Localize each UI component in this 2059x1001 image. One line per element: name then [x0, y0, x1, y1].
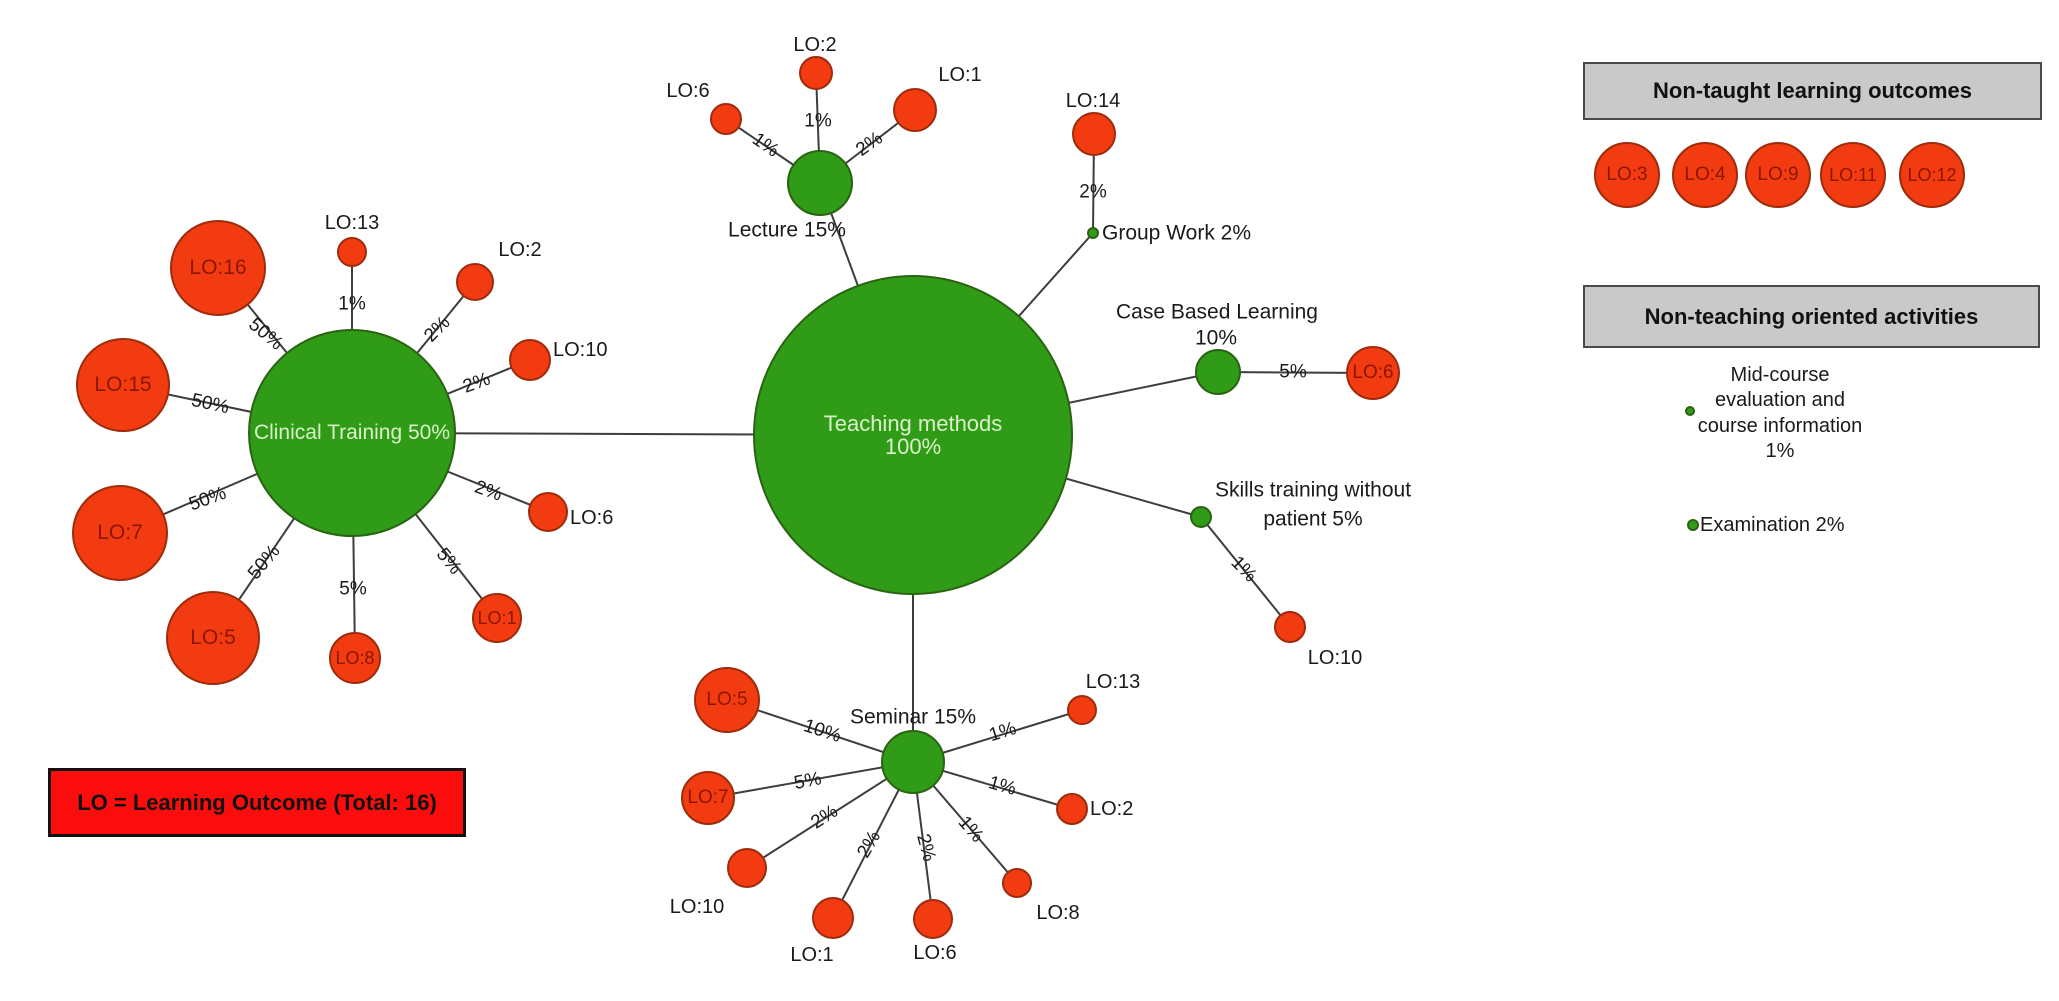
label-midcourse-4: 1%	[1765, 440, 1795, 462]
clinical-lo2-node	[456, 263, 494, 301]
skills-training-node	[1190, 506, 1212, 528]
label-seminar-lo6: LO:6	[913, 942, 957, 964]
label-midcourse-1: Mid-course	[1730, 364, 1830, 386]
percent-clinical-lo13: 1%	[338, 293, 366, 315]
panel-lo11-node: LO:11	[1820, 142, 1886, 208]
clinical-lo13-node	[337, 237, 367, 267]
percent-groupwork-lo14: 2%	[1079, 181, 1107, 203]
skills-lo10-node	[1274, 611, 1306, 643]
seminar-lo1-node	[812, 897, 854, 939]
label-group-work: Group Work 2%	[1102, 221, 1251, 245]
seminar-lo8-node	[1002, 868, 1032, 898]
label-midcourse-2: evaluation and	[1714, 389, 1846, 411]
clinical-lo1-label: LO:1	[477, 607, 517, 628]
label-skills-training-1: Skills training without	[1214, 478, 1412, 502]
label-clinical-lo10: LO:10	[553, 339, 608, 361]
label-lecture-lo1: LO:1	[938, 64, 982, 86]
label-seminar-lo2: LO:2	[1090, 798, 1134, 820]
cbl-lo6-node: LO:6	[1346, 346, 1400, 400]
clinical-lo8-label: LO:8	[335, 647, 375, 668]
label-midcourse-3: course information	[1697, 415, 1863, 437]
label-seminar: Seminar 15%	[849, 705, 977, 729]
panel-lo9-node: LO:9	[1745, 142, 1811, 208]
cbl-lo6-label: LO:6	[1352, 362, 1394, 384]
mid-course-dot-node	[1685, 406, 1695, 416]
panel-lo3-node: LO:3	[1594, 142, 1660, 208]
percent-lecture-lo2: 1%	[804, 110, 832, 132]
seminar-lo2-node	[1056, 793, 1088, 825]
clinical-lo7-label: LO:7	[97, 520, 143, 544]
label-skills-lo10: LO:10	[1307, 647, 1363, 669]
non-taught-outcomes-header: Non-taught learning outcomes	[1583, 62, 2042, 120]
lo-legend-box: LO = Learning Outcome (Total: 16)	[48, 768, 466, 837]
clinical-lo10-node	[509, 339, 551, 381]
label-seminar-lo10: LO:10	[669, 896, 725, 918]
seminar-lo13-node	[1067, 695, 1097, 725]
examination-dot-node	[1687, 519, 1699, 531]
clinical-lo16-node: LO:16	[170, 220, 266, 316]
clinical-lo7-node: LO:7	[72, 485, 168, 581]
percent-cbl-lo6: 5%	[1279, 361, 1307, 383]
panel-lo4-node: LO:4	[1672, 142, 1738, 208]
panel-lo3-label: LO:3	[1606, 164, 1648, 186]
edge-skills-training--skills-lo10	[1200, 516, 1291, 628]
label-examination: Examination 2%	[1700, 514, 1845, 536]
teaching-methods-label: Teaching methods 100%	[823, 410, 1003, 459]
clinical-lo5-node: LO:5	[166, 591, 260, 685]
seminar-lo5-label: LO:5	[706, 689, 748, 711]
groupwork-lo14-node	[1072, 112, 1116, 156]
lecture-lo1-node	[893, 88, 937, 132]
group-work-node	[1087, 227, 1099, 239]
panel-lo4-label: LO:4	[1684, 164, 1726, 186]
label-case-based-learning-2: 10%	[1194, 326, 1238, 350]
case-based-learning-node	[1195, 349, 1241, 395]
edge-seminar--seminar-lo7	[707, 761, 914, 799]
label-clinical-lo6: LO:6	[570, 507, 614, 529]
panel-lo11-label: LO:11	[1829, 164, 1877, 185]
clinical-lo5-label: LO:5	[190, 625, 236, 649]
label-lecture-lo6: LO:6	[666, 80, 710, 102]
seminar-lo5-node: LO:5	[694, 667, 760, 733]
clinical-training-node: Clinical Training 50%	[248, 329, 456, 537]
label-skills-training-2: patient 5%	[1263, 507, 1363, 531]
lecture-lo6-node	[710, 103, 742, 135]
label-seminar-lo8: LO:8	[1036, 902, 1080, 924]
seminar-node	[881, 730, 945, 794]
seminar-lo6-node	[913, 899, 953, 939]
seminar-lo10-node	[727, 848, 767, 888]
label-lecture: Lecture 15%	[728, 218, 846, 242]
clinical-lo8-node: LO:8	[329, 632, 381, 684]
panel-lo9-label: LO:9	[1757, 164, 1799, 186]
label-case-based-learning-1: Case Based Learning	[1116, 300, 1318, 324]
label-groupwork-lo14: LO:14	[1065, 90, 1121, 112]
lecture-node	[787, 150, 853, 216]
label-seminar-lo1: LO:1	[790, 944, 834, 966]
label-seminar-lo13: LO:13	[1085, 671, 1141, 693]
label-lecture-lo2: LO:2	[793, 34, 837, 56]
non-teaching-activities-header: Non-teaching oriented activities	[1583, 285, 2040, 348]
seminar-lo7-label: LO:7	[687, 787, 729, 809]
label-clinical-lo2: LO:2	[498, 239, 542, 261]
panel-lo12-node: LO:12	[1899, 142, 1965, 208]
lecture-lo2-node	[799, 56, 833, 90]
clinical-lo15-label: LO:15	[94, 372, 152, 396]
label-clinical-lo13: LO:13	[324, 212, 380, 234]
panel-lo12-label: LO:12	[1907, 164, 1957, 185]
clinical-lo6-node	[528, 492, 568, 532]
clinical-lo15-node: LO:15	[76, 338, 170, 432]
seminar-lo7-node: LO:7	[681, 771, 735, 825]
percent-clinical-lo8: 5%	[339, 578, 367, 600]
teaching-methods-node: Teaching methods 100%	[753, 275, 1073, 595]
clinical-training-label: Clinical Training 50%	[253, 420, 451, 444]
clinical-lo1-node: LO:1	[472, 593, 522, 643]
clinical-lo16-label: LO:16	[189, 255, 247, 279]
